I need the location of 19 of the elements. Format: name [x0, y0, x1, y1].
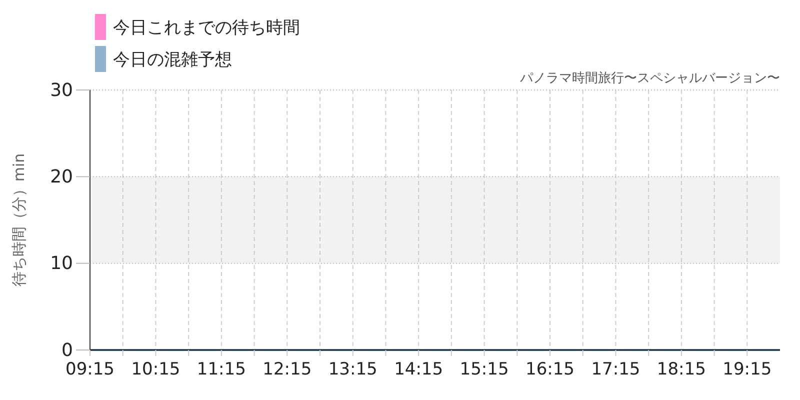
x-tick-label: 13:15 [328, 359, 378, 380]
x-tick-label: 17:15 [591, 359, 640, 380]
y-tick-label: 0 [62, 340, 73, 361]
chart-subtitle: パノラマ時間旅行〜スペシャルバージョン〜 [519, 71, 780, 86]
y-axis-title: 待ち時間（分）min [10, 153, 28, 287]
y-tick-label: 30 [50, 80, 73, 101]
x-tick-label: 18:15 [656, 359, 706, 380]
x-tick-label: 10:15 [131, 359, 180, 380]
x-tick-label: 19:15 [722, 359, 772, 380]
x-tick-label: 09:15 [66, 359, 114, 380]
y-tick-label: 20 [50, 166, 73, 188]
legend-label: 今日これまでの待ち時間 [113, 18, 300, 38]
x-tick-label: 15:15 [460, 359, 509, 380]
x-tick-label: 14:15 [394, 359, 444, 380]
y-tick-label: 10 [50, 253, 73, 274]
legend-label: 今日の混雑予想 [113, 50, 232, 70]
x-tick-label: 12:15 [262, 359, 312, 380]
x-tick-label: 16:15 [526, 359, 574, 380]
x-tick-label: 11:15 [196, 359, 246, 380]
